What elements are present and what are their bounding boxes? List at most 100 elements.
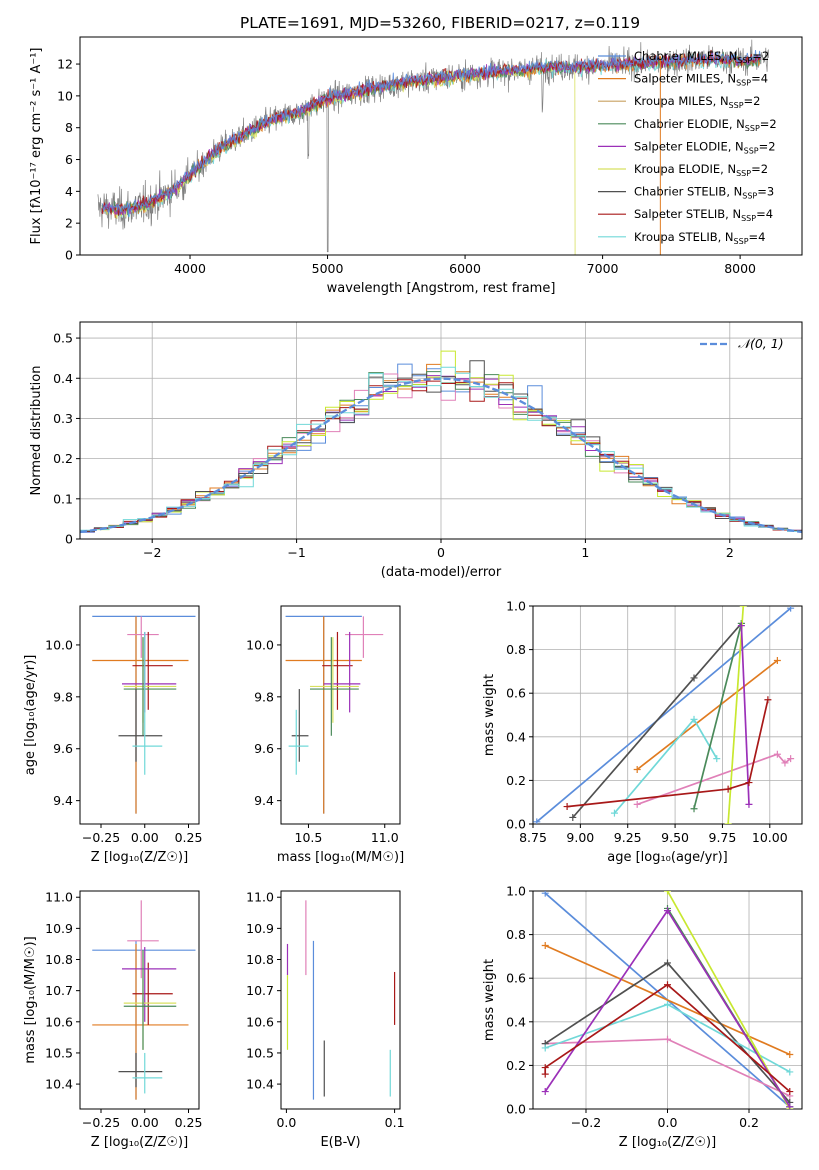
y-tick-label: 0 (65, 532, 73, 547)
mass_weight_vs_Z-panel: −0.2 0.0 0.2 0.0 0.2 0.4 0.6 0.8 1.0 Z [log₁₀(Z/Z… (482, 884, 803, 1150)
y-axis-label: mass [log₁₀(M/M☉)] (23, 936, 38, 1063)
x-tick-label: 0.2 (739, 1115, 759, 1130)
series-marker (724, 785, 732, 793)
y-tick-label: 10 (57, 88, 73, 103)
y-tick-label: 0.2 (53, 451, 73, 466)
series-marker (664, 959, 671, 967)
series-marker (773, 750, 781, 758)
x-tick-label: −2 (143, 545, 161, 560)
x-tick-label: 0.25 (175, 1115, 203, 1130)
y-tick-label: 9.4 (254, 793, 274, 808)
y-tick-label: 9.8 (254, 689, 274, 704)
x-tick-label: 0.1 (385, 1115, 405, 1130)
legend-label: Kroupa MILES, NSSP=2 (634, 94, 760, 110)
series-line-salpeter_stelib (567, 699, 769, 808)
x-tick-label: 0.0 (276, 1115, 296, 1130)
y-tick-label: 10.7 (45, 983, 73, 998)
y-tick-label: 0.8 (506, 927, 526, 942)
model-spectrum-chabrier_miles (101, 49, 761, 217)
model-spectrum-salpeter_elodie (101, 52, 761, 216)
y-tick-label: 0.4 (53, 371, 73, 386)
age_vs_mass-panel: 10.5 11.0 9.4 9.6 9.8 10.0 mass [log₁₀(M/M☉)] (246, 605, 404, 865)
legend-label: Kroupa ELODIE, NSSP=2 (634, 162, 768, 178)
x-tick-label: −0.25 (82, 830, 120, 845)
mass_weight_vs_Z-series (541, 891, 794, 1109)
mass_weight_vs_age-panel: 8.75 9.00 9.25 9.50 9.75 10.00 0.0 0.2 0.4 0.6 0.8… (482, 599, 803, 865)
y-tick-label: 0.6 (506, 971, 526, 986)
x-tick-label: −0.2 (571, 1115, 601, 1130)
mass_vs_Z-errorbars (92, 900, 196, 1100)
series-marker (541, 942, 549, 949)
series-marker (633, 800, 641, 808)
y-tick-label: 0.2 (506, 1058, 526, 1073)
x-tick-label: 1 (581, 545, 589, 560)
x-tick-label: 9.00 (566, 830, 594, 845)
y-tick-label: 0.0 (506, 817, 526, 832)
axes-frame (280, 890, 401, 1110)
series-marker (690, 715, 698, 723)
x-axis-label: Z [log₁₀(Z/Z☉)] (91, 850, 188, 865)
axes-frame (79, 36, 803, 256)
legend-label: Salpeter ELODIE, NSSP=2 (634, 139, 776, 155)
series-marker (569, 813, 577, 821)
y-tick-label: 0.8 (506, 642, 526, 657)
series-marker (664, 907, 671, 915)
y-tick-label: 2 (65, 216, 73, 231)
series-marker (787, 755, 795, 763)
legend-label: 𝒩(0, 1) (738, 336, 784, 351)
x-tick-label: 8.75 (519, 830, 547, 845)
x-tick-label: 0.00 (131, 830, 159, 845)
y-tick-label: 0.1 (53, 491, 73, 506)
y-tick-label: 10.7 (246, 983, 274, 998)
mass_vs_Z-panel: −0.25 0.00 0.25 10.4 10.5 10.6 10.7 10.8 10.9 11.… (23, 890, 202, 1150)
x-tick-label: 10.5 (295, 830, 323, 845)
series-line-pink (636, 753, 792, 806)
axes-frame (79, 605, 200, 825)
x-tick-label: 10.00 (752, 830, 788, 845)
y-tick-label: 9.6 (254, 741, 274, 756)
spectrum-legend: Chabrier MILES, NSSP=2 Salpeter MILES, NS… (598, 49, 777, 246)
y-axis-label: mass weight (482, 959, 497, 1041)
series-marker (786, 1068, 794, 1076)
y-axis-label: Normed distribution (29, 366, 44, 496)
legend-label: Salpeter MILES, NSSP=4 (634, 72, 768, 88)
y-axis-label: age [log₁₀(age/yr)] (23, 655, 38, 776)
y-tick-label: 10.5 (246, 1045, 274, 1060)
y-tick-label: 10.5 (45, 1045, 73, 1060)
y-tick-label: 9.4 (53, 793, 73, 808)
series-marker (787, 606, 795, 612)
y-tick-label: 11.0 (246, 890, 274, 905)
series-marker (690, 674, 698, 682)
series-marker (541, 1064, 549, 1072)
x-axis-label: Z [log₁₀(Z/Z☉)] (619, 1135, 716, 1150)
y-tick-label: 9.8 (53, 689, 73, 704)
x-tick-label: 5000 (312, 261, 344, 276)
y-tick-label: 4 (65, 184, 73, 199)
series-marker (664, 1000, 671, 1008)
series-line-salpeter_miles (636, 659, 778, 771)
series-marker (745, 800, 753, 808)
series-marker (664, 1035, 671, 1043)
y-tick-label: 0.2 (506, 773, 526, 788)
x-tick-label: −0.25 (82, 1115, 120, 1130)
age_vs_Z-panel: −0.25 0.00 0.25 9.4 9.6 9.8 10.0 Z [log₁₀(Z/Z☉)… (23, 605, 202, 865)
series-marker (724, 820, 732, 824)
mass_weight_vs_age-series (533, 606, 795, 824)
series-marker (764, 696, 772, 704)
y-tick-label: 10.0 (45, 637, 73, 652)
legend-label: Chabrier ELODIE, NSSP=2 (634, 117, 777, 133)
x-tick-label: 0 (437, 545, 445, 560)
y-tick-label: 10.0 (246, 637, 274, 652)
y-tick-label: 6 (65, 152, 73, 167)
x-tick-label: 8000 (724, 261, 756, 276)
y-tick-label: 10.6 (246, 1014, 274, 1029)
x-tick-label: −1 (287, 545, 305, 560)
series-marker (745, 779, 753, 787)
x-axis-label: mass [log₁₀(M/M☉)] (277, 850, 404, 865)
age_vs_mass-errorbars (285, 615, 384, 814)
residuals-legend: 𝒩(0, 1) (700, 336, 784, 351)
series-marker (610, 809, 618, 817)
y-tick-label: 0.4 (506, 729, 526, 744)
x-tick-label: 11.0 (371, 830, 399, 845)
x-axis-label: Z [log₁₀(Z/Z☉)] (91, 1135, 188, 1150)
